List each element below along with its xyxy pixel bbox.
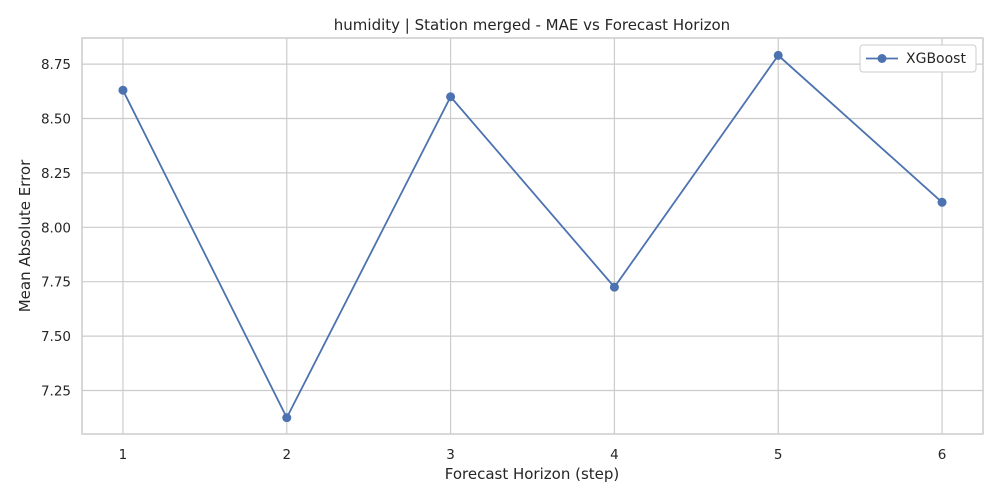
- y-tick-label: 8.00: [41, 220, 71, 236]
- series-layer: [118, 50, 947, 423]
- y-tick-label: 7.50: [41, 329, 71, 345]
- x-tick-label: 1: [119, 447, 128, 463]
- legend-marker-icon: [877, 54, 887, 63]
- y-tick-label: 8.50: [41, 112, 71, 128]
- series-line-xgboost: [122, 54, 943, 420]
- y-tick-label: 7.25: [41, 383, 71, 399]
- y-axis-label: Mean Absolute Error: [16, 159, 34, 312]
- y-tick-label: 8.75: [41, 57, 71, 73]
- y-tick-label: 7.75: [41, 275, 71, 291]
- legend: XGBoost: [859, 44, 977, 73]
- x-tick-label: 4: [610, 447, 619, 463]
- legend-label-xgboost: XGBoost: [906, 51, 966, 67]
- data-point: [118, 85, 128, 95]
- y-tick-label: 8.25: [41, 166, 71, 182]
- data-point: [446, 92, 456, 102]
- x-tick-label: 6: [938, 447, 947, 463]
- x-axis: 1 2 3 4 5 6: [119, 447, 947, 463]
- y-axis: 7.25 7.50 7.75 8.00 8.25 8.50 8.75: [41, 57, 71, 399]
- data-point: [609, 282, 619, 292]
- grid-lines: [82, 38, 983, 434]
- legend-box: [859, 44, 977, 73]
- x-tick-label: 2: [282, 447, 291, 463]
- x-axis-label: Forecast Horizon (step): [445, 465, 620, 483]
- data-point: [773, 50, 783, 60]
- data-point: [937, 197, 947, 207]
- plot-frame: [81, 37, 984, 435]
- x-tick-label: 3: [446, 447, 455, 463]
- chart-title: humidity | Station merged - MAE vs Forec…: [334, 16, 730, 34]
- data-point: [282, 413, 292, 423]
- x-tick-label: 5: [774, 447, 783, 463]
